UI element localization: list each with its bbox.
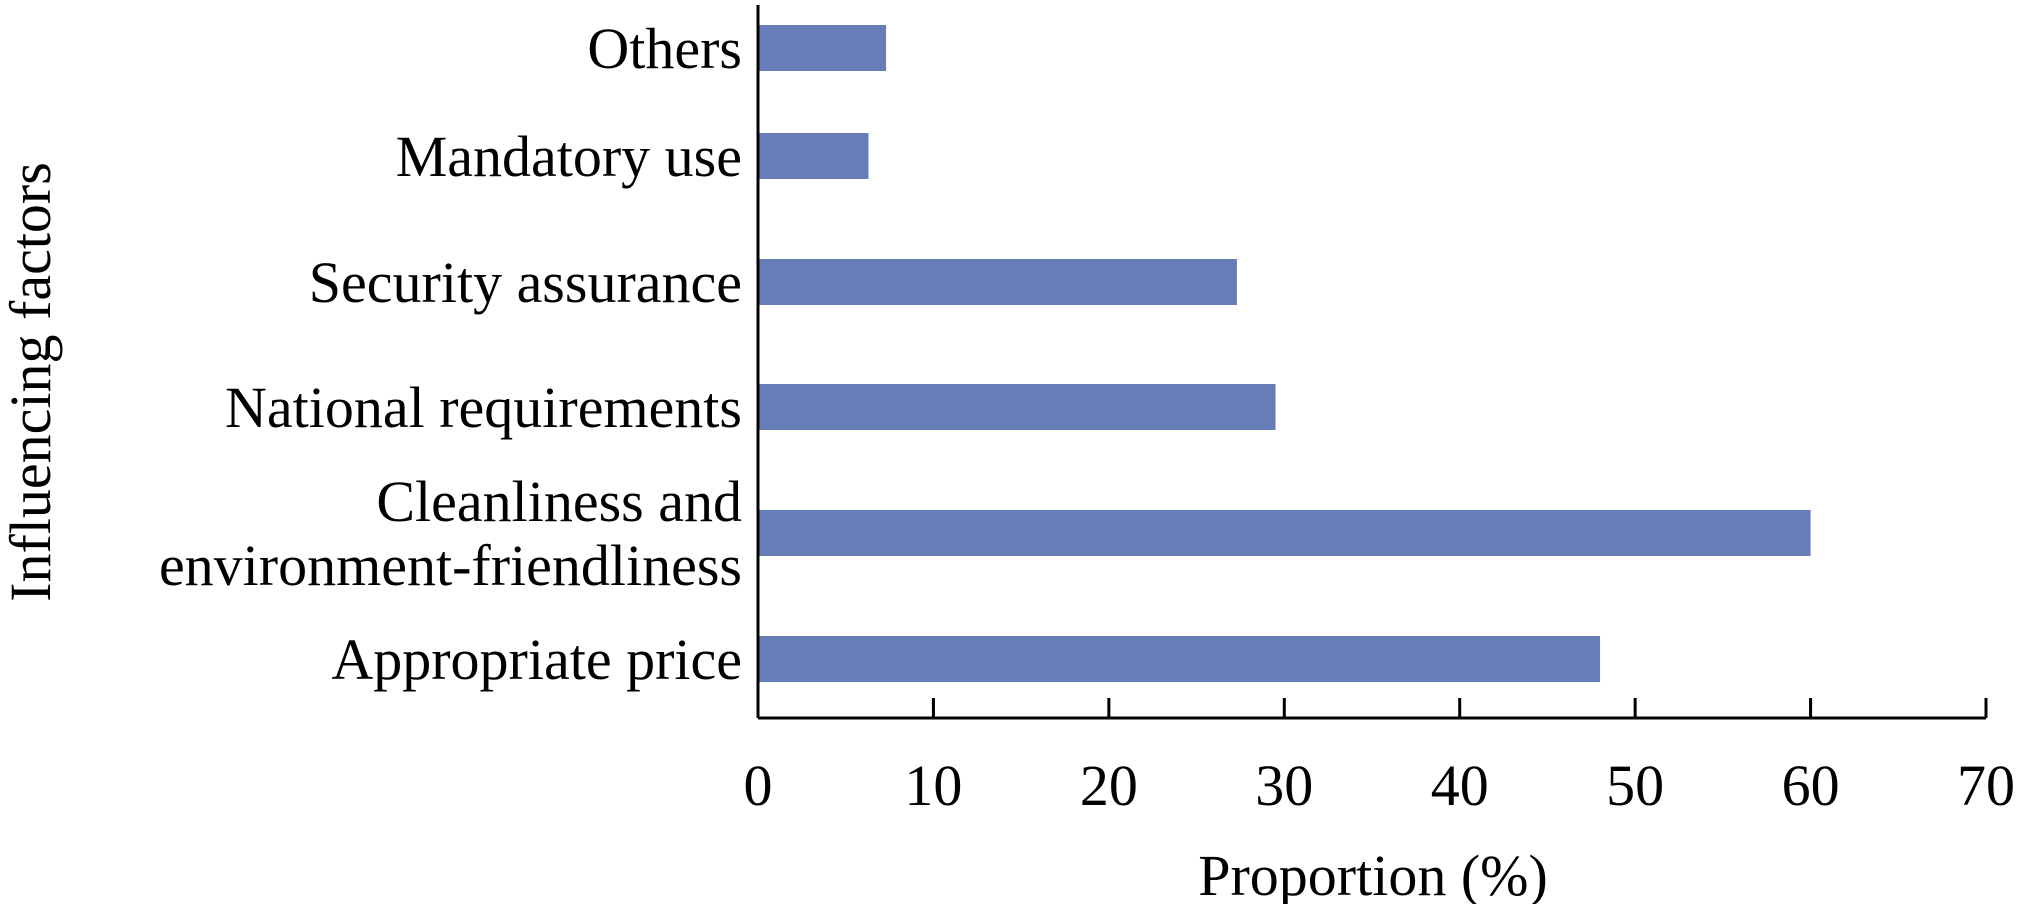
x-tick-label-0: 0 xyxy=(744,753,773,818)
bar-5 xyxy=(758,636,1601,682)
x-tick-label-1: 10 xyxy=(904,753,962,818)
category-label-2: Security assurance xyxy=(309,250,742,315)
bar-4 xyxy=(758,510,1811,556)
bars-group xyxy=(758,25,1811,682)
bar-0 xyxy=(758,25,887,71)
bar-2 xyxy=(758,259,1237,305)
category-label-5: Appropriate price xyxy=(331,627,742,692)
x-tick-label-4: 40 xyxy=(1431,753,1489,818)
category-label-4-line-1: environment-friendliness xyxy=(159,533,742,598)
category-label-0: Others xyxy=(587,16,742,81)
x-tick-label-7: 70 xyxy=(1957,753,2015,818)
category-labels-group: Others Mandatory use Security assurance Nat… xyxy=(159,16,742,692)
bar-3 xyxy=(758,384,1276,430)
x-tick-label-3: 30 xyxy=(1255,753,1313,818)
x-tick-label-6: 60 xyxy=(1782,753,1840,818)
x-axis-title: Proportion (%) xyxy=(1198,843,1548,904)
category-label-1: Mandatory use xyxy=(396,124,742,189)
x-tick-label-5: 50 xyxy=(1606,753,1664,818)
x-tick-label-2: 20 xyxy=(1080,753,1138,818)
y-axis-title: Influencing factors xyxy=(0,162,63,602)
x-ticks-group: 0 10 20 30 40 50 60 70 xyxy=(744,698,2015,818)
category-label-4-line-0: Cleanliness and xyxy=(376,469,742,534)
category-label-3: National requirements xyxy=(225,375,742,440)
bar-1 xyxy=(758,133,869,179)
